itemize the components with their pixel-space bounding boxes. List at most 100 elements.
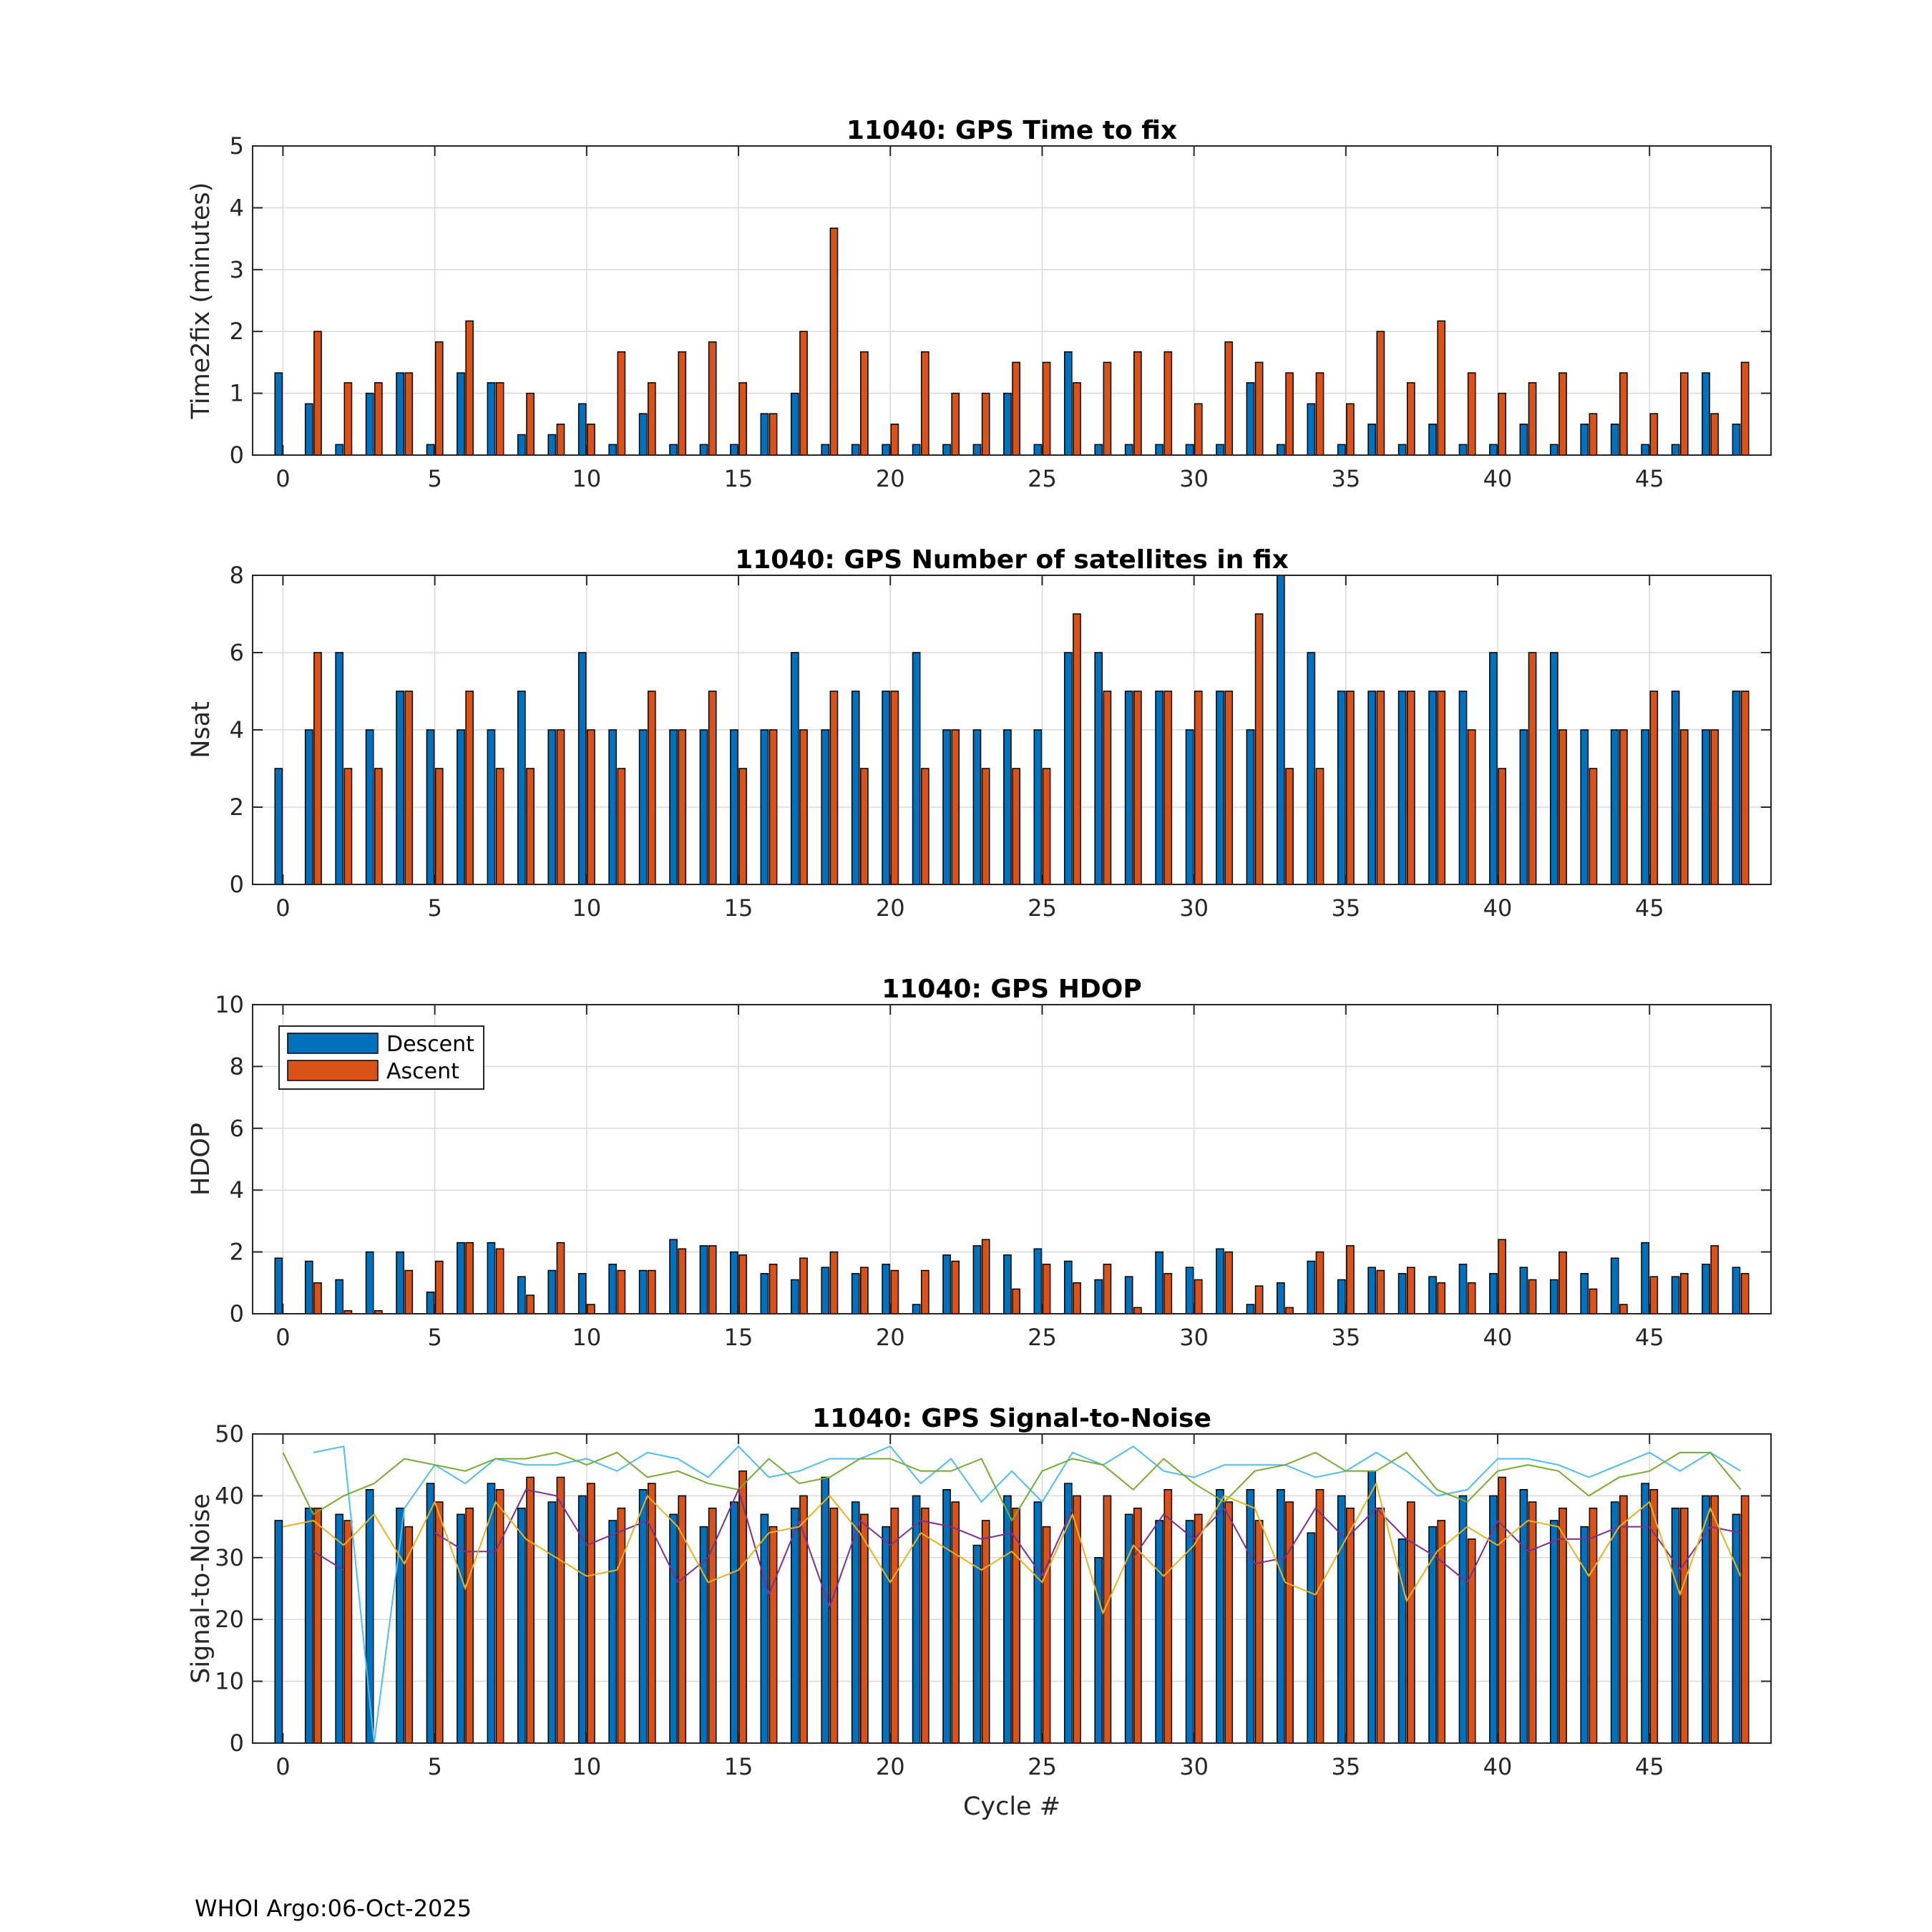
descent-bar	[638, 729, 648, 885]
descent-bar	[1428, 424, 1437, 456]
ascent-bar	[587, 729, 595, 885]
descent-bar	[1277, 444, 1285, 456]
ascent-bar	[1710, 1245, 1719, 1314]
descent-bar	[882, 1264, 890, 1314]
ascent-bar	[1042, 361, 1051, 456]
descent-bar	[1641, 1241, 1649, 1314]
descent-bar	[1671, 1507, 1680, 1744]
descent-bar	[1489, 652, 1498, 885]
descent-bar	[1216, 1248, 1224, 1314]
ascent-bar	[769, 729, 778, 885]
ascent-bar	[313, 652, 322, 885]
ascent-bar	[1528, 1279, 1537, 1314]
descent-bar	[1702, 729, 1710, 885]
y-tick-label: 0	[230, 441, 244, 469]
ascent-bar	[708, 341, 717, 456]
descent-bar	[912, 1495, 921, 1744]
ascent-bar	[1710, 1495, 1719, 1744]
descent-bar	[274, 1520, 283, 1744]
y-tick-label: 2	[230, 1239, 244, 1266]
ascent-bar	[1437, 320, 1446, 456]
x-tick-label: 45	[1635, 1324, 1664, 1351]
descent-bar	[304, 403, 313, 456]
ascent-bar	[1224, 1251, 1234, 1314]
ascent-bar	[1163, 351, 1173, 456]
ascent-bar	[981, 1520, 990, 1744]
y-axis-label: Signal-to-Noise	[187, 1493, 215, 1684]
descent-bar	[1185, 444, 1194, 456]
ascent-bar	[556, 1476, 565, 1744]
ascent-bar	[1224, 691, 1234, 885]
descent-bar	[396, 1251, 404, 1314]
descent-bar	[457, 729, 465, 885]
x-tick-label: 35	[1331, 465, 1360, 492]
y-axis-label: Time2fix (minutes)	[187, 182, 215, 420]
ascent-bar	[1073, 1282, 1081, 1314]
y-tick-label: 3	[230, 256, 244, 283]
descent-bar	[1124, 1276, 1133, 1314]
ascent-bar	[1589, 413, 1598, 456]
y-tick-label: 40	[215, 1482, 244, 1509]
ascent-bar	[526, 1476, 535, 1744]
ascent-bar	[1437, 691, 1446, 885]
descent-bar	[1094, 1279, 1103, 1314]
ascent-bar	[1042, 768, 1051, 885]
descent-bar	[669, 1513, 678, 1744]
ascent-bar	[1467, 372, 1476, 456]
ascent-bar	[1285, 372, 1294, 456]
ascent-bar	[556, 729, 565, 885]
descent-bar	[1580, 1273, 1589, 1314]
x-tick-label: 45	[1635, 1753, 1664, 1780]
ascent-bar	[1194, 1513, 1203, 1744]
descent-bar	[1671, 691, 1680, 885]
ascent-bar	[860, 351, 869, 456]
ascent-bar	[769, 413, 778, 456]
descent-bar	[1337, 1279, 1346, 1314]
ascent-bar	[678, 1248, 687, 1314]
descent-bar	[1185, 1267, 1194, 1314]
ascent-bar	[678, 729, 687, 885]
ascent-bar	[1376, 1269, 1385, 1314]
ascent-bar	[1103, 361, 1112, 456]
descent-bar	[274, 372, 283, 456]
descent-bar	[1367, 424, 1377, 456]
descent-bar	[821, 444, 830, 456]
legend-label: Ascent	[386, 1059, 459, 1084]
descent-bar	[1003, 392, 1012, 456]
ascent-bar	[526, 768, 535, 885]
descent-bar	[912, 652, 921, 885]
ascent-bar	[1498, 392, 1506, 456]
y-tick-label: 1	[230, 380, 244, 407]
descent-bar	[1641, 444, 1649, 456]
ascent-bar	[1498, 1239, 1506, 1314]
descent-bar	[1367, 691, 1377, 885]
descent-bar	[426, 729, 435, 885]
chart-title: 11040: GPS Number of satellites in fix	[735, 545, 1289, 575]
x-tick-label: 35	[1331, 1324, 1360, 1351]
ascent-bar	[647, 1483, 656, 1744]
descent-bar	[1458, 444, 1468, 456]
ascent-bar	[617, 1269, 626, 1314]
ascent-bar	[769, 1264, 778, 1314]
descent-bar	[1549, 444, 1558, 456]
ascent-bar	[404, 1269, 414, 1314]
ascent-bar	[1679, 372, 1689, 456]
ascent-bar	[1224, 341, 1234, 456]
sat-line-3	[313, 1487, 1741, 1609]
descent-bar	[1489, 1273, 1498, 1314]
ascent-bar	[1042, 1264, 1051, 1314]
descent-bar	[1732, 1513, 1741, 1744]
ascent-bar	[1315, 1489, 1324, 1744]
descent-bar	[1277, 1282, 1285, 1314]
ascent-bar	[1406, 691, 1415, 885]
ascent-bar	[1558, 372, 1567, 456]
descent-bar	[1216, 1489, 1224, 1744]
ascent-bar	[495, 768, 504, 885]
ascent-bar	[1012, 768, 1020, 885]
descent-bar	[1549, 652, 1558, 885]
x-tick-label: 15	[724, 465, 753, 492]
descent-bar	[1094, 444, 1103, 456]
ascent-bar	[1103, 691, 1112, 885]
descent-bar	[790, 392, 799, 456]
descent-bar	[1610, 729, 1619, 885]
